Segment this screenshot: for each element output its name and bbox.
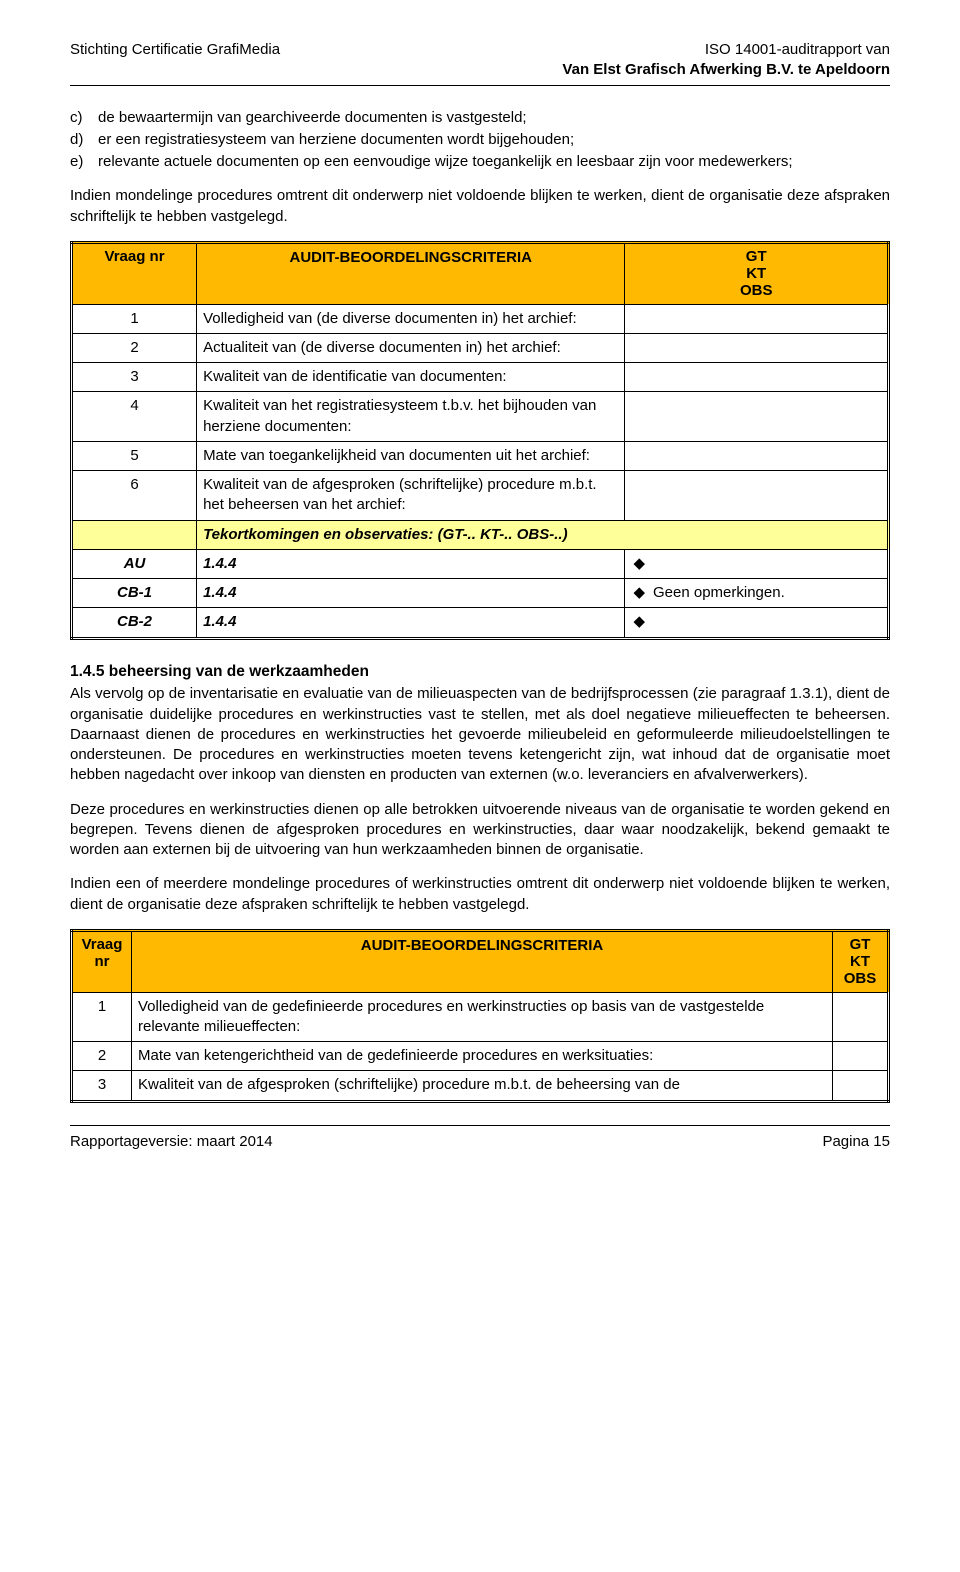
gt-cell <box>625 363 889 392</box>
table-row: 1 Volledigheid van de gedefinieerde proc… <box>72 992 889 1042</box>
gt-cell <box>833 992 889 1042</box>
list-marker: c) <box>70 108 98 128</box>
section-paragraph: Deze procedures en werkinstructies diene… <box>70 800 890 861</box>
row-number: 2 <box>72 1042 132 1071</box>
row-number: 1 <box>72 304 197 333</box>
page: Stichting Certificatie GrafiMedia ISO 14… <box>0 0 960 1182</box>
gt-cell <box>625 304 889 333</box>
gt-cell <box>625 392 889 442</box>
bullet-icon: ◆ <box>631 554 645 574</box>
section-paragraph: Als vervolg op de inventarisatie en eval… <box>70 684 890 785</box>
ref-note-text: Geen opmerkingen. <box>653 583 785 603</box>
table-row: 3 Kwaliteit van de afgesproken (schrifte… <box>72 1071 889 1101</box>
col-header-vraag: Vraag nr <box>72 242 197 304</box>
criteria-text: Mate van toegankelijkheid van documenten… <box>197 441 625 470</box>
row-number: 6 <box>72 471 197 521</box>
col-header-gtktobs: GT KT OBS <box>625 242 889 304</box>
page-header: Stichting Certificatie GrafiMedia ISO 14… <box>70 40 890 86</box>
criteria-text: Kwaliteit van het registratiesysteem t.b… <box>197 392 625 442</box>
gt-cell <box>625 333 889 362</box>
ref-code: CB-2 <box>72 608 197 638</box>
ref-code: AU <box>72 549 197 578</box>
header-right-line1: ISO 14001-auditrapport van <box>562 40 890 60</box>
ref-note: ◆ <box>625 549 889 578</box>
list-marker: d) <box>70 130 98 150</box>
criteria-text: Kwaliteit van de afgesproken (schrifteli… <box>132 1071 833 1101</box>
audit-table-2: Vraag nr AUDIT-BEOORDELINGSCRITERIA GT K… <box>70 929 890 1103</box>
table-row: 6 Kwaliteit van de afgesproken (schrifte… <box>72 471 889 521</box>
yellow-subheader-row: Tekortkomingen en observaties: (GT-.. KT… <box>72 520 889 549</box>
table-row: 5 Mate van toegankelijkheid van document… <box>72 441 889 470</box>
ref-section: 1.4.4 <box>197 608 625 638</box>
header-right: ISO 14001-auditrapport van Van Elst Graf… <box>562 40 890 81</box>
ref-code: CB-1 <box>72 579 197 608</box>
page-footer: Rapportageversie: maart 2014 Pagina 15 <box>70 1125 890 1152</box>
gt-cell <box>625 441 889 470</box>
bullet-icon: ◆ <box>631 612 645 632</box>
row-number: 3 <box>72 363 197 392</box>
yellow-blank <box>72 520 197 549</box>
row-number: 3 <box>72 1071 132 1101</box>
ref-section: 1.4.4 <box>197 549 625 578</box>
table-row: 2 Actualiteit van (de diverse documenten… <box>72 333 889 362</box>
row-number: 5 <box>72 441 197 470</box>
ref-section: 1.4.4 <box>197 579 625 608</box>
list-item: e) relevante actuele documenten op een e… <box>70 152 890 172</box>
section-paragraph: Indien een of meerdere mondelinge proced… <box>70 874 890 915</box>
list-marker: e) <box>70 152 98 172</box>
ref-row: AU 1.4.4 ◆ <box>72 549 889 578</box>
col-header-vraag: Vraag nr <box>72 930 132 992</box>
criteria-text: Kwaliteit van de identificatie van docum… <box>197 363 625 392</box>
criteria-text: Volledigheid van de gedefinieerde proced… <box>132 992 833 1042</box>
criteria-text: Kwaliteit van de afgesproken (schrifteli… <box>197 471 625 521</box>
table-header-row: Vraag nr AUDIT-BEOORDELINGSCRITERIA GT K… <box>72 930 889 992</box>
list-text: relevante actuele documenten op een eenv… <box>98 152 890 172</box>
gt-cell <box>833 1042 889 1071</box>
criteria-text: Volledigheid van (de diverse documenten … <box>197 304 625 333</box>
col-header-criteria: AUDIT-BEOORDELINGSCRITERIA <box>132 930 833 992</box>
intro-paragraph: Indien mondelinge procedures omtrent dit… <box>70 186 890 227</box>
gt-cell <box>833 1071 889 1101</box>
table-row: 2 Mate van ketengerichtheid van de gedef… <box>72 1042 889 1071</box>
header-left: Stichting Certificatie GrafiMedia <box>70 40 280 60</box>
criteria-text: Mate van ketengerichtheid van de gedefin… <box>132 1042 833 1071</box>
col-header-criteria: AUDIT-BEOORDELINGSCRITERIA <box>197 242 625 304</box>
list-item: d) er een registratiesysteem van herzien… <box>70 130 890 150</box>
bullet-icon: ◆ <box>631 583 645 603</box>
list-item: c) de bewaartermijn van gearchiveerde do… <box>70 108 890 128</box>
criteria-text: Actualiteit van (de diverse documenten i… <box>197 333 625 362</box>
section-heading-1-4-5: 1.4.5 beheersing van de werkzaamheden <box>70 662 890 683</box>
row-number: 2 <box>72 333 197 362</box>
list-text: er een registratiesysteem van herziene d… <box>98 130 890 150</box>
ordered-list: c) de bewaartermijn van gearchiveerde do… <box>70 108 890 173</box>
yellow-label: Tekortkomingen en observaties: (GT-.. KT… <box>197 520 889 549</box>
ref-note: ◆ <box>625 608 889 638</box>
ref-row: CB-2 1.4.4 ◆ <box>72 608 889 638</box>
list-text: de bewaartermijn van gearchiveerde docum… <box>98 108 890 128</box>
table-row: 4 Kwaliteit van het registratiesysteem t… <box>72 392 889 442</box>
footer-left: Rapportageversie: maart 2014 <box>70 1132 273 1152</box>
audit-table-1: Vraag nr AUDIT-BEOORDELINGSCRITERIA GT K… <box>70 241 890 640</box>
table-row: 1 Volledigheid van (de diverse documente… <box>72 304 889 333</box>
ref-note: ◆ Geen opmerkingen. <box>625 579 889 608</box>
gt-cell <box>625 471 889 521</box>
row-number: 1 <box>72 992 132 1042</box>
ref-row: CB-1 1.4.4 ◆ Geen opmerkingen. <box>72 579 889 608</box>
table-header-row: Vraag nr AUDIT-BEOORDELINGSCRITERIA GT K… <box>72 242 889 304</box>
table-row: 3 Kwaliteit van de identificatie van doc… <box>72 363 889 392</box>
col-header-gtktobs: GT KT OBS <box>833 930 889 992</box>
row-number: 4 <box>72 392 197 442</box>
header-right-line2: Van Elst Grafisch Afwerking B.V. te Apel… <box>562 60 890 80</box>
footer-right: Pagina 15 <box>822 1132 890 1152</box>
